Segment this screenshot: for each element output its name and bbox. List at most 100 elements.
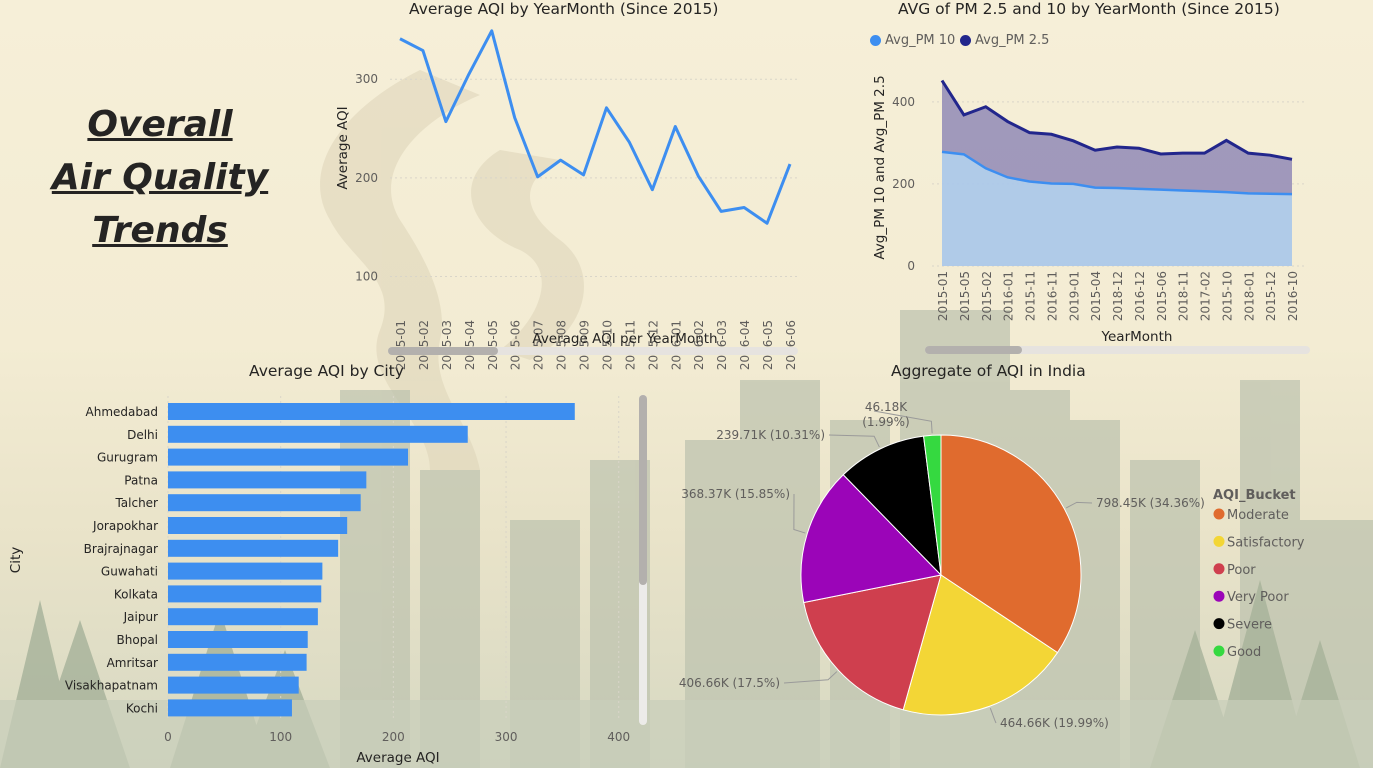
pm-xtick-label: 2016-10 bbox=[1286, 271, 1300, 321]
pm-xtick-label: 2015-04 bbox=[1089, 271, 1103, 321]
pm25-legend-label: Avg_PM 2.5 bbox=[975, 33, 1050, 48]
aqi-xtick-label: 2015-07 bbox=[532, 320, 546, 370]
aqi-xtick-label: 2015-12 bbox=[646, 320, 660, 370]
city-category-label: Bhopal bbox=[117, 633, 158, 647]
pie-leader-line bbox=[793, 493, 806, 534]
pm-legend-item-pm25[interactable]: Avg_PM 2.5 bbox=[960, 33, 1049, 48]
pm10-legend-dot-icon bbox=[870, 35, 881, 46]
aqi-ytick-label: 100 bbox=[355, 270, 378, 284]
aqi-xtick-label: 2016-03 bbox=[715, 320, 729, 370]
city-category-label: Kochi bbox=[126, 701, 158, 715]
aqi-xtick-label: 2016-06 bbox=[784, 320, 798, 370]
city-bar bbox=[168, 517, 348, 534]
title-line-1: Overall bbox=[87, 104, 233, 145]
city-xtick-label: 400 bbox=[607, 730, 630, 744]
aqi-xtick-label: 2015-06 bbox=[509, 320, 523, 370]
aqi-xtick-label: 2015-04 bbox=[463, 320, 477, 370]
pm10-legend-label: Avg_PM 10 bbox=[885, 33, 956, 48]
area-chart-scrollbar[interactable] bbox=[925, 346, 1310, 354]
city-bar bbox=[168, 699, 292, 717]
pie-slice-severe bbox=[842, 435, 942, 577]
pie-legend-dot-icon bbox=[1213, 590, 1225, 602]
pie-legend-label: Moderate bbox=[1227, 508, 1289, 523]
pm25-series-line bbox=[940, 79, 1293, 161]
pm10-series-line bbox=[941, 150, 1293, 196]
pm-ytick-label: 200 bbox=[892, 177, 915, 191]
pm-xtick-label: 2017-02 bbox=[1199, 271, 1213, 321]
pm-xtick-label: 2015-06 bbox=[1155, 271, 1169, 321]
pm-y-axis-title: Avg_PM 10 and Avg_PM 2.5 bbox=[872, 75, 888, 259]
pm-xtick-label: 2015-12 bbox=[1264, 271, 1278, 321]
pie-slice-poor bbox=[803, 574, 942, 711]
aqi-line-chart: 100 200 300 2015-01 2015-02 2015-03 2015-04 201… bbox=[335, 29, 800, 370]
dashboard-title: Overall Air Quality Trends bbox=[40, 98, 280, 257]
pie-legend-label: Good bbox=[1227, 645, 1261, 660]
pm-area-chart-title: AVG of PM 2.5 and 10 by YearMonth (Since… bbox=[898, 0, 1280, 18]
aqi-xtick-label: 2015-01 bbox=[394, 320, 408, 370]
city-bar bbox=[168, 403, 575, 420]
pie-leader-line bbox=[783, 671, 838, 684]
city-category-label: Talcher bbox=[114, 496, 158, 510]
line-chart-scrollbar-thumb[interactable] bbox=[388, 347, 498, 355]
pm-xtick-label: 2018-11 bbox=[1177, 271, 1191, 321]
pie-slice-good bbox=[923, 434, 942, 576]
bar-chart-scrollbar-thumb[interactable] bbox=[639, 395, 647, 585]
title-line-2: Air Quality bbox=[51, 157, 269, 198]
aqi-xtick-label: 2015-09 bbox=[578, 320, 592, 370]
city-category-label: Jorapokhar bbox=[92, 519, 158, 533]
aqi-xtick-label: 2015-03 bbox=[440, 320, 454, 370]
pm-xtick-label: 2016-12 bbox=[1133, 271, 1147, 321]
pm-ytick-label: 0 bbox=[907, 259, 915, 273]
pm-xtick-label: 2015-02 bbox=[980, 271, 994, 321]
city-category-label: Amritsar bbox=[107, 656, 158, 670]
pie-legend-label: Satisfactory bbox=[1227, 535, 1305, 550]
city-x-axis-title: Average AQI bbox=[356, 750, 439, 766]
city-category-label: Delhi bbox=[127, 428, 158, 442]
aqi-ytick-label: 300 bbox=[355, 72, 378, 86]
city-category-label: Brajrajnagar bbox=[84, 542, 158, 556]
city-bar-chart-title: Average AQI by City bbox=[249, 362, 404, 380]
pie-chart-title: Aggregate of AQI in India bbox=[891, 362, 1086, 380]
pie-data-label: 406.66K (17.5%) bbox=[679, 676, 780, 690]
city-bar bbox=[168, 494, 361, 512]
aqi-line-chart-title: Average AQI by YearMonth (Since 2015) bbox=[409, 0, 719, 18]
pm25-legend-dot-icon bbox=[960, 35, 971, 46]
aqi-x-axis-title: Average AQI per YearMonth bbox=[532, 331, 717, 347]
pie-legend-dot-icon bbox=[1213, 618, 1225, 630]
city-bar-chart: 0 100 200 300 400 Ahmedabad Delhi Gurugram Patna… bbox=[8, 396, 630, 766]
line-chart-scrollbar[interactable] bbox=[388, 347, 798, 355]
pm-xtick-label: 2015-11 bbox=[1024, 271, 1038, 321]
pm-x-axis-title: YearMonth bbox=[1101, 329, 1173, 345]
pie-legend-label: Very Poor bbox=[1227, 590, 1289, 605]
pie-slice-very-poor bbox=[800, 474, 943, 604]
pm-legend-item-pm10[interactable]: Avg_PM 10 bbox=[870, 33, 955, 48]
pie-legend-dot-icon bbox=[1213, 508, 1225, 520]
city-category-label: Patna bbox=[124, 473, 158, 487]
city-y-axis-title: City bbox=[8, 547, 24, 573]
pie-slice-satisfactory bbox=[902, 574, 1059, 716]
city-bar bbox=[168, 448, 409, 466]
city-category-label: Kolkata bbox=[114, 587, 158, 601]
aqi-series-line bbox=[399, 29, 792, 225]
aqi-pie-chart: 798.45K (34.36%) 464.66K (19.99%) 406.66K … bbox=[679, 400, 1305, 730]
aqi-xtick-label: 2016-01 bbox=[669, 320, 683, 370]
aqi-xtick-label: 2015-08 bbox=[555, 320, 569, 370]
area-chart-scrollbar-thumb[interactable] bbox=[925, 346, 1022, 354]
pm-xtick-label: 2016-01 bbox=[1002, 271, 1016, 321]
city-bar bbox=[168, 562, 323, 580]
aqi-y-axis-title: Average AQI bbox=[335, 106, 351, 189]
city-bar bbox=[168, 676, 299, 694]
city-category-label: Ahmedabad bbox=[86, 405, 158, 419]
pm-xtick-label: 2015-05 bbox=[958, 271, 972, 321]
aqi-xtick-label: 2015-02 bbox=[417, 320, 431, 370]
pm-ytick-label: 400 bbox=[892, 95, 915, 109]
aqi-xtick-label: 2015-11 bbox=[623, 320, 637, 370]
city-category-label: Guwahati bbox=[101, 565, 158, 579]
title-line-3: Trends bbox=[92, 210, 228, 251]
aqi-xtick-label: 2015-05 bbox=[486, 320, 500, 370]
pie-leader-line bbox=[1065, 501, 1093, 509]
pm-xtick-label: 2015-10 bbox=[1220, 271, 1234, 321]
city-bar bbox=[168, 631, 308, 648]
pm-xtick-label: 2018-12 bbox=[1111, 271, 1125, 321]
city-xtick-label: 100 bbox=[269, 730, 292, 744]
